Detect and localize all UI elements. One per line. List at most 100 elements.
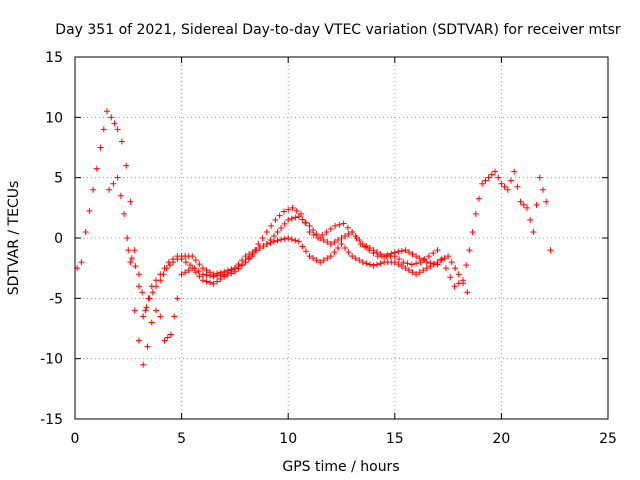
data-point-fill — [416, 255, 423, 262]
x-axis-label: GPS time / hours — [282, 459, 399, 475]
data-point — [255, 241, 262, 248]
data-point-fill — [207, 272, 214, 279]
data-point — [323, 228, 330, 235]
data-point-fill — [299, 243, 306, 250]
data-point-fill — [161, 265, 168, 272]
data-point — [157, 313, 164, 320]
data-point-fill — [278, 236, 285, 243]
data-point-fill — [363, 260, 370, 267]
data-point-fill — [310, 226, 317, 233]
data-point — [289, 204, 296, 211]
data-point-fill — [441, 255, 448, 262]
data-point — [327, 241, 334, 248]
data-point — [199, 271, 206, 278]
data-point-fill — [404, 260, 411, 267]
data-point-fill — [437, 257, 444, 264]
data-point — [157, 271, 164, 278]
data-point-fill — [100, 126, 107, 133]
data-point-fill — [288, 215, 295, 222]
data-point — [523, 204, 530, 211]
data-point-fill — [270, 232, 277, 239]
data-point — [131, 247, 138, 254]
data-point-fill — [310, 231, 317, 238]
data-point-fill — [342, 245, 349, 252]
data-point-fill — [352, 232, 359, 239]
data-point — [295, 238, 302, 245]
data-point — [464, 289, 471, 296]
data-point — [306, 222, 313, 229]
data-point — [210, 273, 217, 280]
data-point — [174, 295, 181, 302]
x-tick-label: 25 — [599, 431, 617, 447]
data-point-fill — [207, 279, 214, 286]
data-point — [391, 259, 398, 266]
y-tick-label: -5 — [49, 291, 63, 307]
data-point — [402, 247, 409, 254]
data-point-fill — [344, 224, 351, 231]
data-point — [285, 235, 292, 241]
data-point-fill — [320, 237, 327, 244]
data-point — [370, 247, 377, 254]
data-point — [442, 265, 449, 272]
data-point — [434, 261, 441, 268]
data-point-fill — [377, 251, 384, 258]
data-point — [242, 253, 249, 260]
data-point — [400, 259, 407, 266]
data-point — [402, 265, 409, 272]
data-point — [479, 180, 486, 187]
data-point-fill — [374, 261, 381, 268]
data-point-fill — [420, 257, 427, 264]
data-point-fill — [398, 247, 405, 254]
data-point-fill — [196, 261, 203, 268]
data-point-fill — [331, 239, 338, 246]
data-point — [127, 198, 134, 205]
data-point-fill — [319, 231, 326, 238]
data-point-fill — [336, 221, 343, 228]
data-point — [191, 265, 198, 272]
data-point — [135, 337, 142, 344]
data-point-fill — [409, 269, 416, 276]
data-point-fill — [278, 224, 285, 231]
data-point — [423, 259, 430, 266]
data-point-fill — [302, 219, 309, 226]
data-point — [199, 277, 206, 284]
data-point-fill — [124, 235, 131, 241]
data-point-fill — [324, 239, 331, 246]
data-point-fill — [281, 220, 288, 227]
data-point — [148, 283, 155, 290]
data-point — [142, 307, 149, 314]
y-tick-label: 0 — [54, 231, 63, 247]
data-point — [123, 162, 130, 169]
data-point — [199, 265, 206, 272]
data-point-fill — [267, 237, 274, 244]
data-point-fill — [334, 245, 341, 252]
data-point-fill — [111, 120, 118, 127]
data-point — [306, 228, 313, 235]
data-point-fill — [327, 225, 334, 232]
data-point-fill — [128, 255, 135, 262]
data-point — [517, 198, 524, 205]
data-point — [231, 265, 238, 272]
data-point-fill — [448, 259, 455, 266]
y-tick-label: -15 — [40, 412, 63, 428]
data-point-fill — [302, 248, 309, 255]
data-point — [263, 241, 270, 248]
data-point-fill — [361, 244, 368, 251]
data-point-fill — [398, 263, 405, 270]
data-point-fill — [110, 180, 117, 187]
data-point-fill — [249, 249, 256, 256]
data-point — [97, 144, 104, 151]
data-point — [536, 174, 543, 181]
data-point — [153, 307, 160, 314]
data-point — [340, 220, 347, 227]
data-point — [317, 235, 324, 241]
data-point-fill — [235, 261, 242, 268]
data-point — [295, 213, 302, 220]
data-point-fill — [356, 257, 363, 264]
data-point-fill — [285, 206, 292, 213]
y-tick-label: 10 — [45, 110, 63, 126]
data-point-fill — [170, 256, 177, 263]
data-point-fill — [366, 261, 373, 268]
data-point — [285, 216, 292, 223]
data-point-fill — [406, 249, 413, 256]
